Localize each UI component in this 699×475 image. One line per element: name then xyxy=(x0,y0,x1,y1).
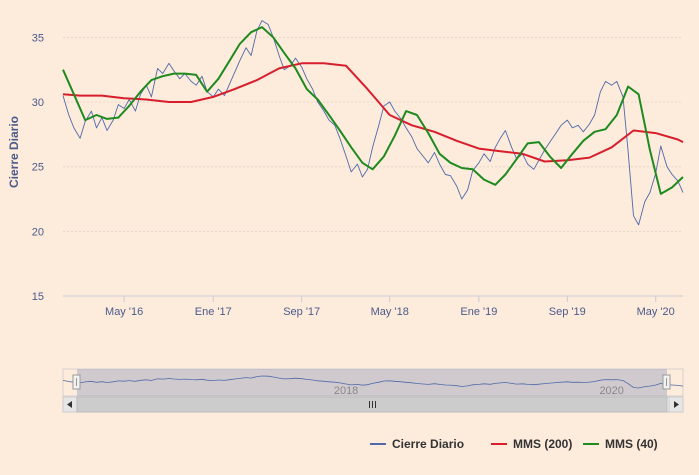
navigator-year-label: 2020 xyxy=(599,385,623,397)
x-tick-label: Ene '19 xyxy=(460,306,497,318)
navigator-selection[interactable] xyxy=(77,369,667,396)
series-line-mms-200 xyxy=(62,62,684,163)
y-tick-label: 30 xyxy=(32,97,44,109)
navigator-year-label: 2018 xyxy=(334,385,358,397)
x-tick-label: May '20 xyxy=(637,306,675,318)
x-tick-label: Sep '19 xyxy=(549,306,586,318)
navigator-series-line xyxy=(62,375,684,389)
x-tick-label: May '18 xyxy=(371,306,409,318)
x-tick-label: Ene '17 xyxy=(195,306,232,318)
series-lines xyxy=(62,20,684,226)
x-tick-label: May '16 xyxy=(105,306,143,318)
gridlines xyxy=(63,36,683,232)
legend-label: MMS (200) xyxy=(513,437,572,451)
x-tick-label: Sep '17 xyxy=(283,306,320,318)
legend: Cierre Diario MMS (200) MMS (40) xyxy=(370,437,658,451)
scrollbar-right-arrow-icon xyxy=(674,401,679,408)
legend-item-mms-200[interactable]: MMS (200) xyxy=(491,437,572,451)
legend-item-mms-40[interactable]: MMS (40) xyxy=(583,437,658,451)
legend-label: MMS (40) xyxy=(605,437,658,451)
scrollbar-left-arrow-icon xyxy=(67,401,72,408)
series-line-cierre-diario xyxy=(62,20,684,226)
y-tick-label: 20 xyxy=(32,226,44,238)
y-tick-label: 25 xyxy=(32,162,44,174)
y-tick-label: 35 xyxy=(32,32,44,44)
scrollbar[interactable] xyxy=(62,396,684,413)
navigator[interactable]: 2018 2020 xyxy=(62,368,684,397)
y-axis-label: Cierre Diario xyxy=(7,116,21,188)
navigator-labels: 2018 2020 xyxy=(334,385,624,397)
x-axis-ticks: May '16 Ene '17 Sep '17 May '18 Ene '19 Sep '… xyxy=(105,296,675,318)
legend-label: Cierre Diario xyxy=(392,437,464,451)
series-line-mms-40 xyxy=(62,26,684,195)
scrollbar-grip-icon xyxy=(369,401,376,408)
legend-item-cierre-diario[interactable]: Cierre Diario xyxy=(370,437,464,451)
y-tick-label: 15 xyxy=(32,291,44,303)
y-axis-ticks: 15 20 25 30 35 xyxy=(32,32,44,303)
